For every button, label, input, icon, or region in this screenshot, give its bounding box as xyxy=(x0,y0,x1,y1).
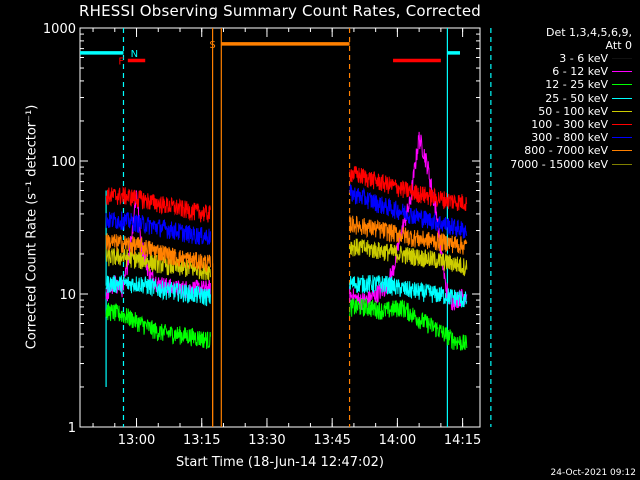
legend-swatch xyxy=(612,71,632,73)
x-tick-label: 14:15 xyxy=(444,433,481,448)
x-axis-label: Start Time (18-Jun-14 12:47:02) xyxy=(176,455,384,470)
legend-label: 300 - 800 keV xyxy=(531,131,608,145)
series-line-800-7000-kev xyxy=(105,233,211,273)
series-line-300-800-kev xyxy=(105,211,211,245)
x-tick-label: 14:00 xyxy=(379,433,416,448)
series-line-25-50-kev xyxy=(105,275,211,307)
legend-entry: 25 - 50 keV xyxy=(482,92,632,105)
series-line-6-12-kev xyxy=(105,190,211,302)
legend-entry: 300 - 800 keV xyxy=(482,131,632,144)
flag-bar-label: F xyxy=(118,56,124,67)
legend-label: 7000 - 15000 keV xyxy=(510,157,608,171)
series-line-50-100-kev xyxy=(349,238,468,277)
legend-entry: 6 - 12 keV xyxy=(482,65,632,78)
legend-label: 50 - 100 keV xyxy=(538,104,608,118)
legend-swatch xyxy=(612,150,632,152)
legend-label: 3 - 6 keV xyxy=(559,52,608,66)
series-line-12-25-kev xyxy=(105,302,211,350)
series-line-50-100-kev xyxy=(105,247,211,281)
x-tick-label: 13:30 xyxy=(248,433,285,448)
series-line-6-12-kev xyxy=(349,131,468,312)
y-tick-label: 1000 xyxy=(43,22,76,37)
flag-bar-label: N xyxy=(131,49,138,60)
y-tick-label: 100 xyxy=(51,155,76,170)
plot-frame xyxy=(79,27,481,428)
legend-entry: 800 - 7000 keV xyxy=(482,144,632,157)
y-axis-label: Corrected Count Rate (s⁻¹ detector⁻¹) xyxy=(24,104,40,350)
legend-entry: 100 - 300 keV xyxy=(482,118,632,131)
y-tick-label: 10 xyxy=(59,288,76,303)
legend-swatch xyxy=(612,84,632,86)
legend-label: 100 - 300 keV xyxy=(531,118,608,132)
legend-header-line-1: Det 1,3,4,5,6,9, xyxy=(545,26,632,39)
y-tick-label: 1 xyxy=(68,421,76,436)
legend-swatch xyxy=(612,58,632,60)
legend-swatch xyxy=(612,163,632,165)
legend-label: 25 - 50 keV xyxy=(545,91,608,105)
legend-swatch xyxy=(612,124,632,126)
x-tick-label: 13:45 xyxy=(313,433,350,448)
legend: Det 1,3,4,5,6,9, Att 0 3 - 6 keV 6 - 12 k… xyxy=(482,26,632,171)
legend-swatch xyxy=(612,137,632,139)
series-line-300-800-kev xyxy=(349,184,468,239)
x-tick-label: 13:00 xyxy=(118,433,155,448)
legend-label: 6 - 12 keV xyxy=(552,65,608,79)
series-line-100-300-kev xyxy=(349,165,468,212)
timestamp-footer: 24-Oct-2021 09:12 xyxy=(550,468,636,478)
legend-entry: 12 - 25 keV xyxy=(482,78,632,91)
series-line-25-50-kev xyxy=(349,275,468,308)
legend-header-line-2: Att 0 xyxy=(605,39,632,52)
legend-entry: 50 - 100 keV xyxy=(482,105,632,118)
legend-label: 800 - 7000 keV xyxy=(524,144,608,158)
series-line-800-7000-kev xyxy=(349,215,468,255)
series-line-100-300-kev xyxy=(105,186,211,223)
legend-entry: 7000 - 15000 keV xyxy=(482,158,632,171)
legend-label: 12 - 25 keV xyxy=(545,78,608,92)
series-line-12-25-kev xyxy=(349,297,468,351)
chart-title: RHESSI Observing Summary Count Rates, Co… xyxy=(78,2,481,20)
flag-bar-label: S xyxy=(209,40,215,51)
legend-swatch xyxy=(612,97,632,99)
legend-swatch xyxy=(612,110,632,112)
x-tick-label: 13:15 xyxy=(183,433,220,448)
legend-entry: 3 - 6 keV xyxy=(482,52,632,65)
